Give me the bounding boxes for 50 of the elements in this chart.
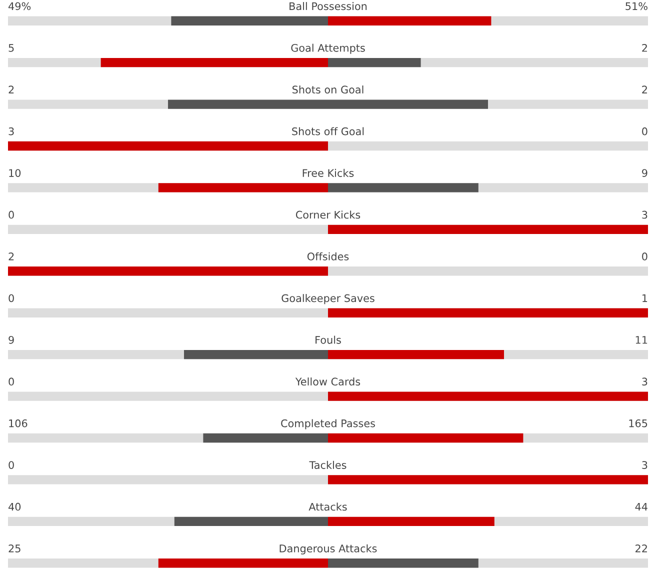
annotation: 0 — [8, 378, 14, 386]
y-tick-label: Shots off Goal — [292, 127, 364, 136]
annotation: 2 — [8, 86, 14, 94]
y-tick-label: Ball Possession — [290, 2, 367, 10]
y-tick-label: Completed Passes — [281, 419, 375, 430]
annotation: 3 — [8, 127, 14, 136]
bar — [328, 433, 524, 443]
annotation: 1 — [642, 294, 648, 302]
annotation: 2 — [642, 44, 647, 52]
annotation: 3 — [642, 461, 648, 469]
y-tick-label: Offsides — [307, 252, 349, 260]
bar — [174, 516, 328, 526]
annotation: 9 — [8, 336, 14, 344]
annotation: 3 — [642, 210, 648, 219]
annotation: 0 — [8, 461, 14, 469]
annotation: 49% — [8, 2, 31, 10]
annotation: 25 — [8, 544, 20, 552]
annotation: 106 — [9, 419, 28, 428]
bar — [328, 516, 494, 526]
y-tick-label: Fouls — [316, 336, 341, 344]
y-tick-label: Dangerous Attacks — [280, 544, 377, 554]
annotation: 44 — [635, 502, 648, 511]
annotation: 165 — [629, 419, 648, 428]
bar — [184, 350, 328, 360]
annotation: 5 — [8, 44, 14, 52]
annotation: 0 — [642, 127, 648, 136]
annotation: 9 — [642, 169, 648, 177]
y-tick-label: Tackles — [309, 460, 346, 469]
y-tick-label: Attacks — [308, 502, 347, 511]
annotation: 11 — [636, 336, 648, 344]
annotation: 40 — [8, 502, 21, 511]
y-tick-label: Shots on Goal — [292, 85, 364, 94]
y-tick-label: Goalkeeper Saves — [282, 294, 374, 304]
annotation: 3 — [642, 378, 648, 386]
bar — [328, 350, 504, 360]
y-tick-label: Corner Kicks — [296, 210, 360, 219]
y-tick-label: Free Kicks — [302, 168, 354, 177]
bar — [328, 16, 492, 26]
y-tick-label: Yellow Cards — [295, 377, 360, 386]
annotation: 51% — [626, 2, 648, 10]
annotation: 0 — [642, 252, 648, 260]
y-tick-label: Goal Attempts — [291, 44, 365, 54]
annotation: 0 — [8, 210, 14, 219]
annotation: 2 — [8, 252, 14, 260]
bar — [171, 16, 328, 26]
bar — [203, 433, 328, 443]
annotation: 2 — [642, 86, 647, 94]
annotation: 0 — [8, 294, 14, 302]
annotation: 10 — [9, 169, 21, 177]
annotation: 22 — [636, 544, 647, 552]
